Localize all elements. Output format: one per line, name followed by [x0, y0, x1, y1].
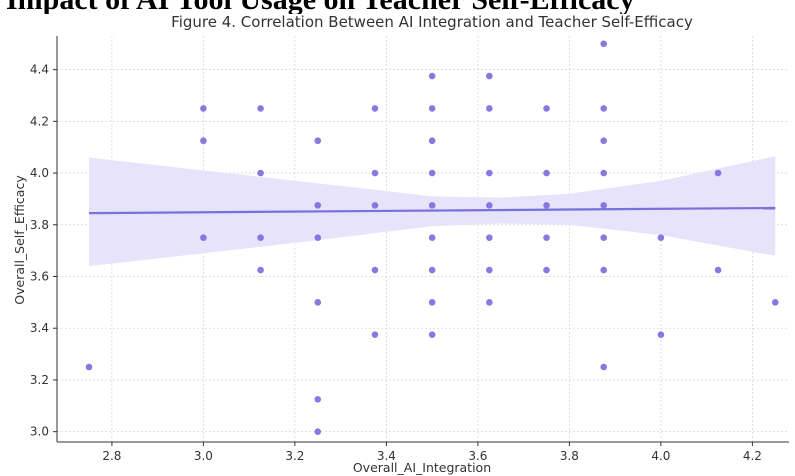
x-tick-label: 4.0: [651, 449, 670, 463]
x-tick-label: 3.2: [285, 449, 304, 463]
data-point: [600, 266, 608, 274]
y-tick-label: 3.2: [30, 373, 49, 387]
data-point: [543, 234, 550, 242]
data-point: [314, 234, 322, 242]
data-point: [543, 105, 550, 112]
data-point: [200, 137, 207, 145]
data-point: [486, 72, 493, 80]
data-point: [314, 202, 322, 209]
data-point: [428, 72, 436, 80]
data-point: [257, 105, 264, 112]
data-point: [428, 299, 436, 306]
data-point: [657, 234, 665, 242]
data-point: [600, 105, 608, 112]
x-tick-label: 2.8: [102, 449, 121, 463]
data-point: [600, 234, 608, 242]
x-tick-label: 3.0: [194, 449, 213, 463]
y-tick-label: 4.2: [30, 114, 49, 128]
data-point: [257, 266, 264, 274]
x-tick-labels: 2.8 3.0 3.2 3.4 3.6 3.8 4.0 4.2: [102, 449, 762, 463]
data-point: [428, 169, 436, 177]
data-point: [428, 137, 436, 145]
data-point: [714, 266, 722, 274]
data-point: [371, 266, 379, 274]
y-tick-label: 3.6: [30, 269, 49, 283]
axes: [53, 36, 789, 446]
data-point: [428, 266, 436, 274]
data-point: [85, 363, 93, 371]
data-point: [314, 137, 322, 145]
data-point: [314, 299, 322, 306]
data-point: [200, 234, 207, 242]
data-point: [314, 396, 322, 403]
data-point: [314, 428, 322, 435]
data-point: [200, 105, 207, 112]
data-point: [428, 331, 436, 338]
data-point: [543, 266, 550, 274]
data-point: [600, 40, 608, 48]
y-tick-label: 3.8: [30, 218, 49, 232]
data-point: [714, 169, 722, 177]
y-tick-label: 4.0: [30, 166, 49, 180]
y-tick-label: 3.0: [30, 425, 49, 439]
y-tick-label: 3.4: [30, 321, 49, 335]
data-point: [486, 299, 493, 306]
page-heading-fragment: Impact of AI Tool Usage on Teacher Self-…: [0, 0, 795, 14]
data-point: [486, 202, 493, 209]
data-point: [543, 202, 550, 209]
data-point: [486, 169, 493, 177]
data-point: [600, 169, 608, 177]
x-axis-label: Overall_AI_Integration: [353, 460, 491, 475]
data-point: [600, 137, 608, 145]
data-point: [257, 234, 264, 242]
y-axis-label: Overall_Self_Efficacy: [12, 175, 27, 305]
data-point: [543, 169, 550, 177]
x-tick-label: 4.2: [743, 449, 762, 463]
data-point: [428, 202, 436, 209]
y-tick-labels: 3.0 3.2 3.4 3.6 3.8 4.0 4.2 4.4: [30, 63, 49, 439]
data-points: [85, 40, 779, 435]
data-point: [428, 105, 436, 112]
data-point: [486, 266, 493, 274]
y-tick-label: 4.4: [30, 63, 49, 77]
data-point: [371, 331, 379, 338]
chart-title: Figure 4. Correlation Between AI Integra…: [171, 13, 693, 31]
x-tick-label: 3.4: [377, 449, 396, 463]
data-point: [771, 299, 779, 306]
data-point: [371, 169, 379, 177]
x-tick-label: 3.8: [560, 449, 579, 463]
data-point: [600, 202, 608, 209]
data-point: [600, 363, 608, 371]
data-point: [486, 234, 493, 242]
data-point: [371, 105, 379, 112]
data-point: [486, 105, 493, 112]
regression-line: [89, 206, 776, 215]
x-tick-label: 3.6: [468, 449, 487, 463]
data-point: [371, 202, 379, 209]
data-point: [257, 169, 264, 177]
data-point: [428, 234, 436, 242]
data-point: [657, 331, 665, 338]
